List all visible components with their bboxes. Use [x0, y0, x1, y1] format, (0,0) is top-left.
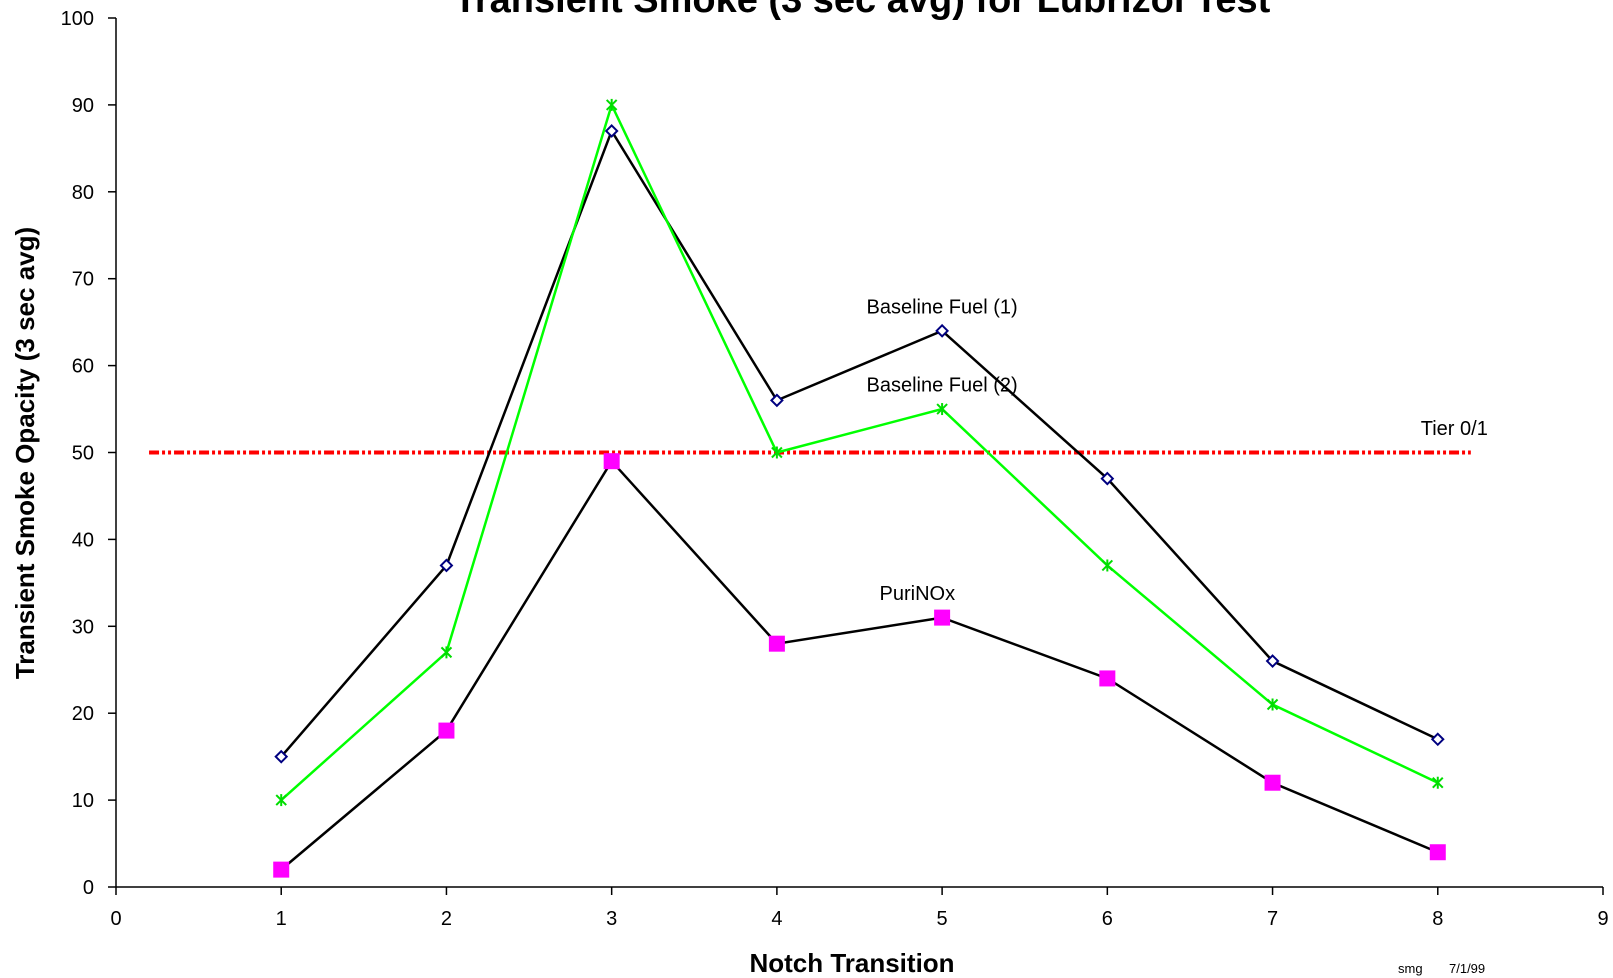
baseline-fuel-1-point	[1430, 732, 1445, 747]
baseline-fuel-1-point	[935, 323, 950, 338]
y-tick-label: 20	[72, 703, 94, 725]
baseline-fuel-1-line	[280, 128, 1439, 758]
baseline-fuel-1-point	[769, 393, 784, 408]
x-tick-label: 9	[1597, 908, 1608, 930]
baseline-fuel-2-line	[280, 101, 1439, 802]
x-tick-label: 2	[441, 908, 452, 930]
annotation-purinox: PuriNOx	[880, 583, 956, 605]
y-tick-label: 30	[72, 616, 94, 638]
purinox-point	[1099, 670, 1116, 687]
purinox-point	[438, 722, 455, 739]
y-axis-title: Transient Smoke Opacity (3 sec avg)	[10, 227, 40, 679]
x-axis-title: Notch Transition	[749, 948, 954, 978]
y-tick-label: 100	[61, 8, 94, 30]
purinox-point	[768, 635, 785, 652]
annotation-baseline-fuel-2: Baseline Fuel (2)	[867, 375, 1018, 397]
purinox-point	[1429, 844, 1446, 861]
x-tick-label: 3	[606, 908, 617, 930]
series-group	[273, 98, 1446, 878]
annotation-tier-0-1: Tier 0/1	[1421, 418, 1488, 440]
baseline-fuel-2-point	[936, 403, 948, 416]
y-tick-label: 90	[72, 95, 94, 117]
series-baseline-fuel-2	[275, 98, 1444, 807]
baseline-fuel-2-point	[1266, 698, 1279, 711]
y-tick-label: 0	[83, 877, 94, 899]
x-tick-label: 5	[937, 908, 948, 930]
series-baseline-fuel-1	[274, 124, 1445, 764]
purinox-point	[603, 453, 620, 470]
x-tick-label: 6	[1102, 908, 1113, 930]
baseline-fuel-1-point	[439, 558, 454, 573]
footer-author: smg	[1398, 961, 1423, 976]
baseline-fuel-2-point	[605, 98, 618, 111]
y-tick-label: 70	[72, 269, 94, 291]
footer-date: 7/1/99	[1449, 961, 1485, 976]
baseline-fuel-2-point	[275, 794, 287, 807]
x-tick-label: 4	[771, 908, 782, 930]
annotation-baseline-fuel-1: Baseline Fuel (1)	[867, 296, 1018, 318]
purinox-line	[280, 459, 1439, 871]
y-ticks: 0 10 20 30 40 50 60 70 80 90 100	[61, 8, 116, 899]
baseline-fuel-1-point	[604, 124, 619, 138]
baseline-fuel-2-point	[1432, 776, 1444, 789]
baseline-fuel-1-point	[1265, 654, 1280, 668]
baseline-fuel-2-point	[440, 646, 453, 659]
baseline-fuel-1-point	[1100, 471, 1115, 486]
series-purinox	[273, 453, 1446, 878]
x-tick-label: 7	[1267, 908, 1278, 930]
y-tick-label: 50	[72, 443, 94, 465]
y-tick-label: 80	[72, 182, 94, 204]
purinox-point	[1264, 774, 1281, 791]
x-tick-label: 1	[276, 908, 287, 930]
x-tick-label: 8	[1432, 908, 1443, 930]
purinox-point	[273, 861, 290, 878]
y-tick-label: 60	[72, 356, 94, 378]
x-ticks: 0 1 2 3 4 5 6 7 8 9	[110, 887, 1609, 930]
x-tick-label: 0	[110, 908, 121, 930]
annotations-group: Baseline Fuel (1) Baseline Fuel (2) Tier 0…	[867, 296, 1488, 605]
y-tick-label: 40	[72, 529, 94, 551]
baseline-fuel-1-point	[274, 749, 289, 764]
purinox-point	[934, 609, 951, 626]
baseline-fuel-2-point	[1101, 559, 1114, 572]
chart-title: Transient Smoke (3 sec avg) for Lubrizol…	[454, 0, 1271, 21]
y-tick-label: 10	[72, 790, 94, 812]
baseline-fuel-2-point	[771, 446, 783, 459]
